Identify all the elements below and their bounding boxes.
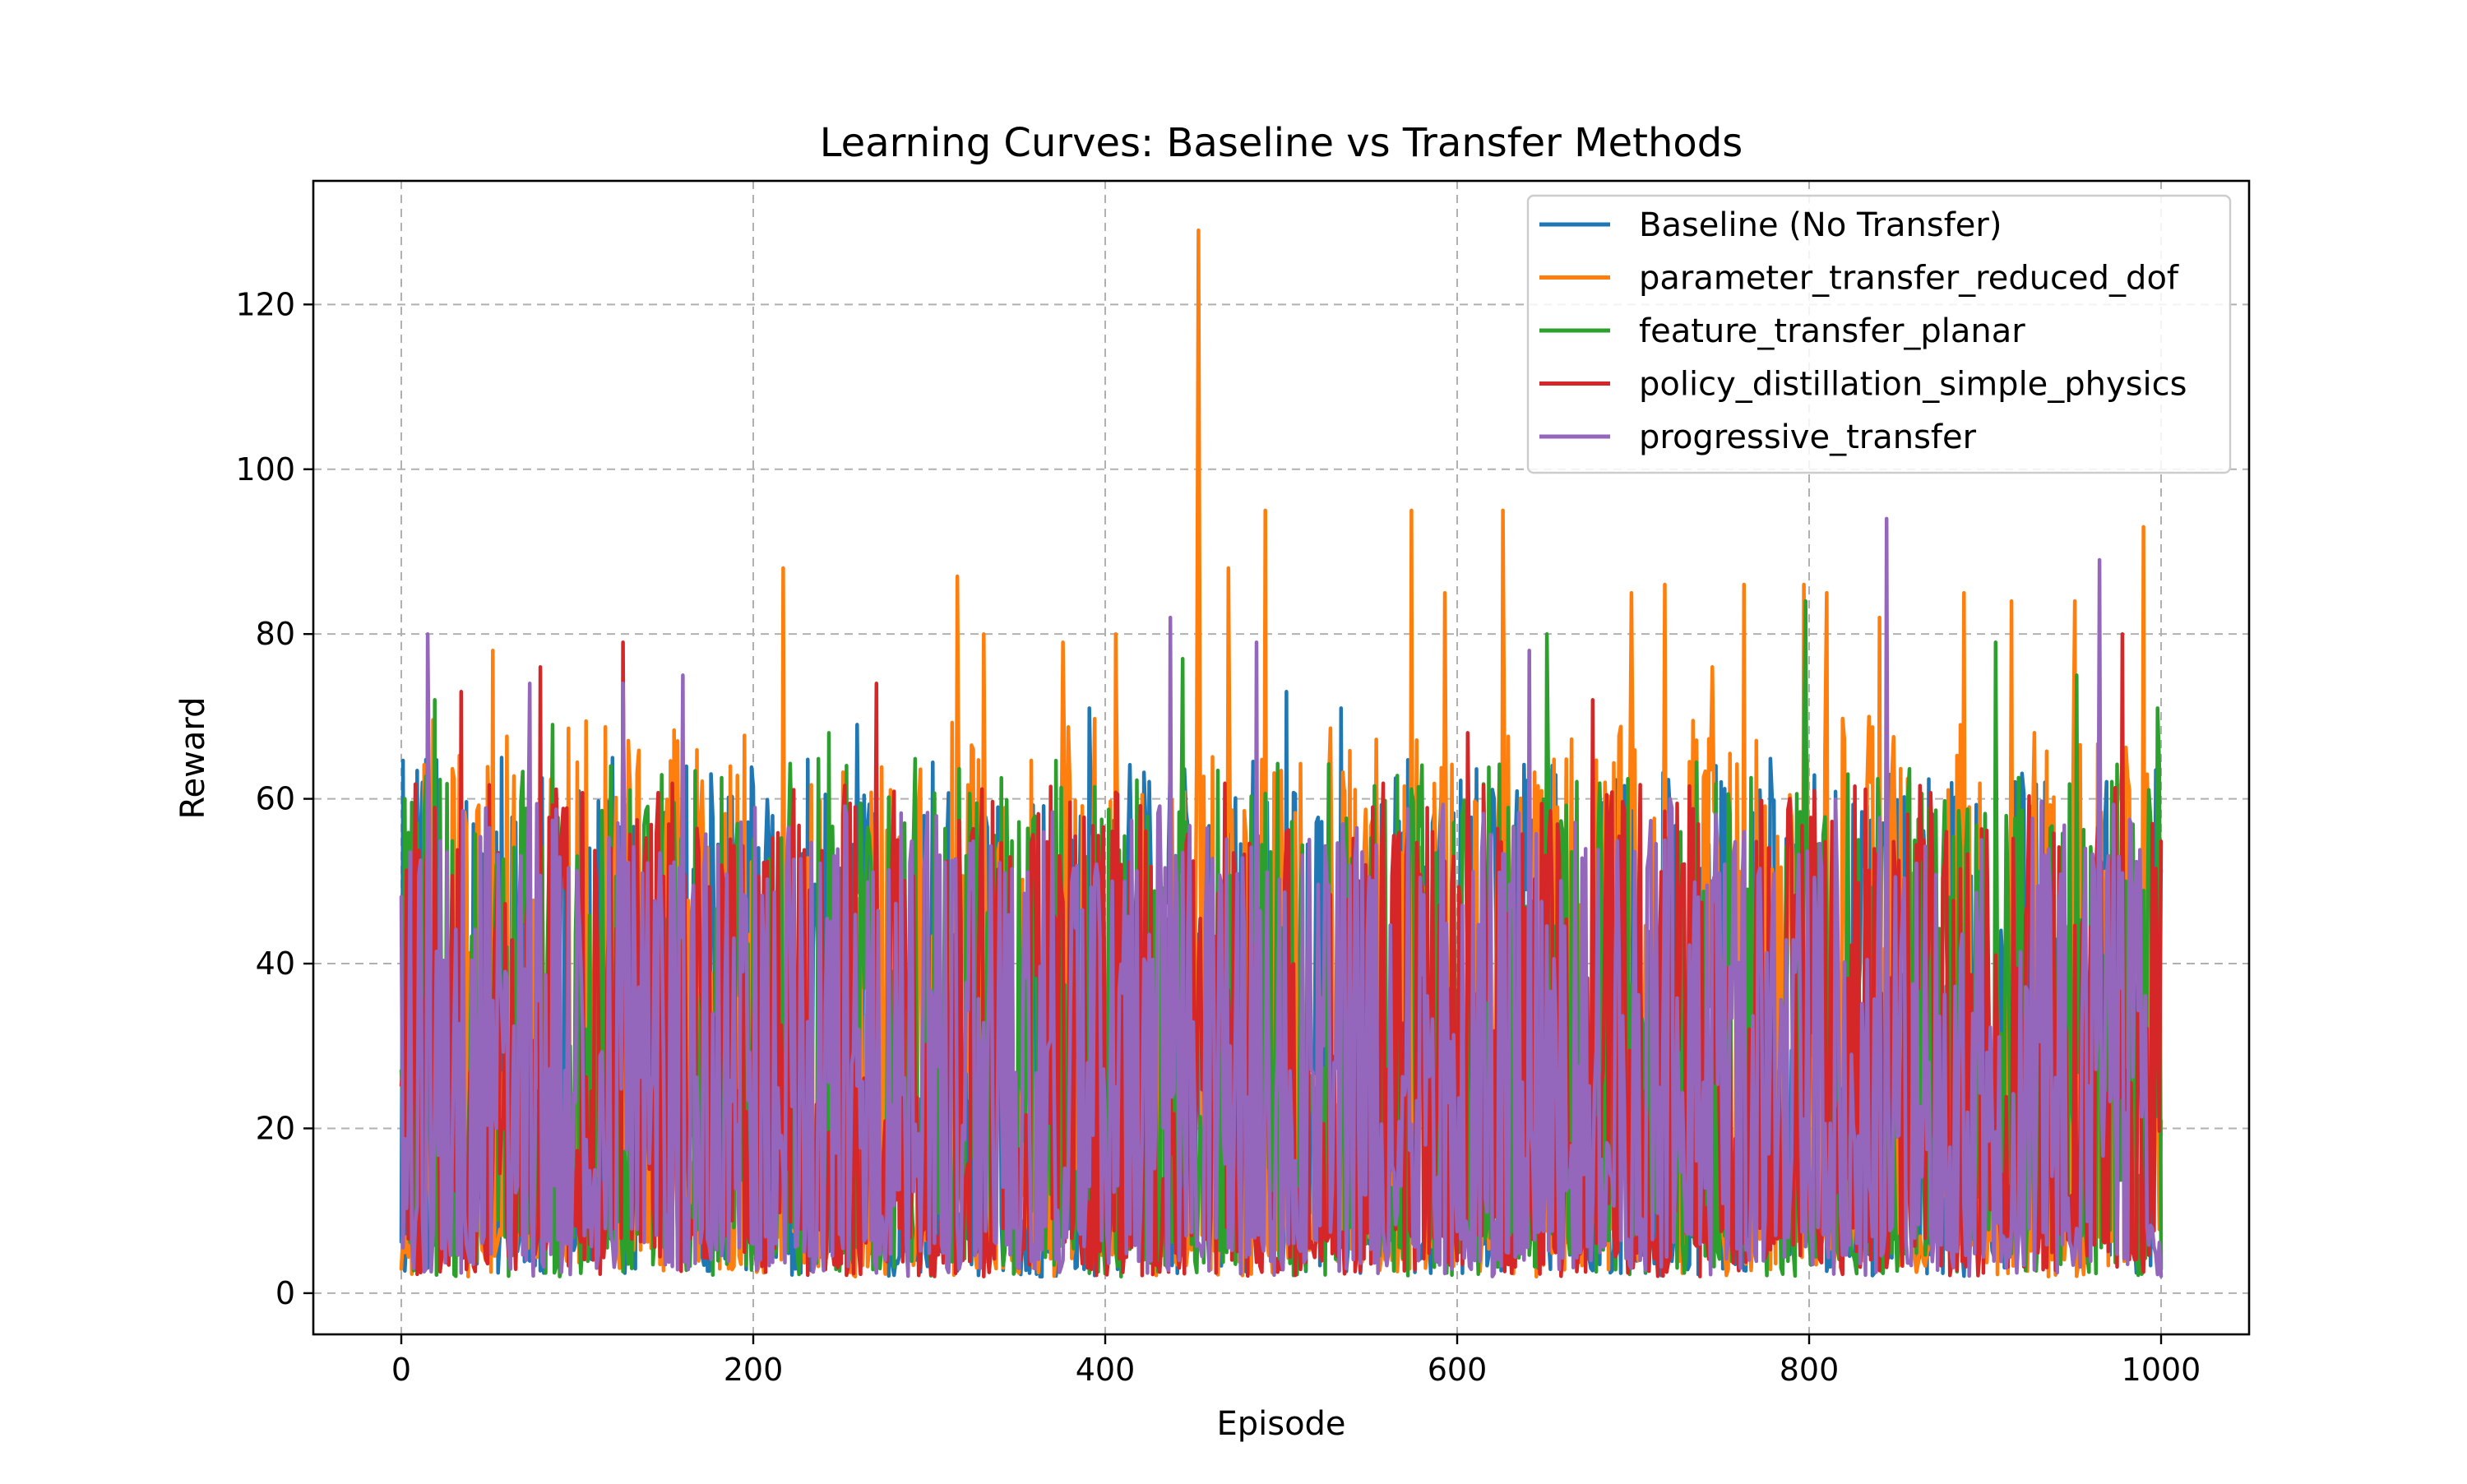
y-axis-label: Reward — [174, 697, 212, 820]
legend-label: progressive_transfer — [1639, 418, 1977, 456]
y-tick-label: 120 — [235, 286, 295, 322]
legend-label: policy_distillation_simple_physics — [1639, 366, 2187, 404]
x-axis-label: Episode — [1216, 1405, 1345, 1443]
y-tick-label: 20 — [256, 1110, 295, 1146]
legend-box — [1526, 194, 2232, 474]
chart-title: Learning Curves: Baseline vs Transfer Me… — [820, 120, 1743, 166]
x-tick-label: 400 — [1076, 1352, 1136, 1388]
legend-label: feature_transfer_planar — [1639, 312, 2025, 350]
y-tick-label: 60 — [256, 781, 295, 817]
x-tick-label: 1000 — [2122, 1352, 2201, 1388]
y-tick-label: 80 — [256, 616, 295, 652]
y-tick-label: 100 — [235, 451, 295, 488]
y-tick-label: 40 — [256, 945, 295, 982]
x-tick-label: 0 — [391, 1352, 411, 1388]
y-tick-label: 0 — [275, 1275, 295, 1311]
legend-label: parameter_transfer_reduced_dof — [1639, 260, 2179, 298]
x-tick-label: 800 — [1780, 1352, 1840, 1388]
tick-layer: 0 200 400 600 800 1000 0 20 40 60 80 100 120 — [235, 286, 2201, 1388]
plot-frame — [312, 179, 2251, 1336]
x-tick-label: 200 — [724, 1352, 784, 1388]
x-tick-label: 600 — [1428, 1352, 1488, 1388]
legend-label: Baseline (No Transfer) — [1639, 206, 2002, 244]
series-line — [399, 516, 2164, 1278]
series-layer — [399, 228, 2164, 1279]
legend: Baseline (No Transfer) parameter_transfer… — [1526, 194, 2232, 474]
